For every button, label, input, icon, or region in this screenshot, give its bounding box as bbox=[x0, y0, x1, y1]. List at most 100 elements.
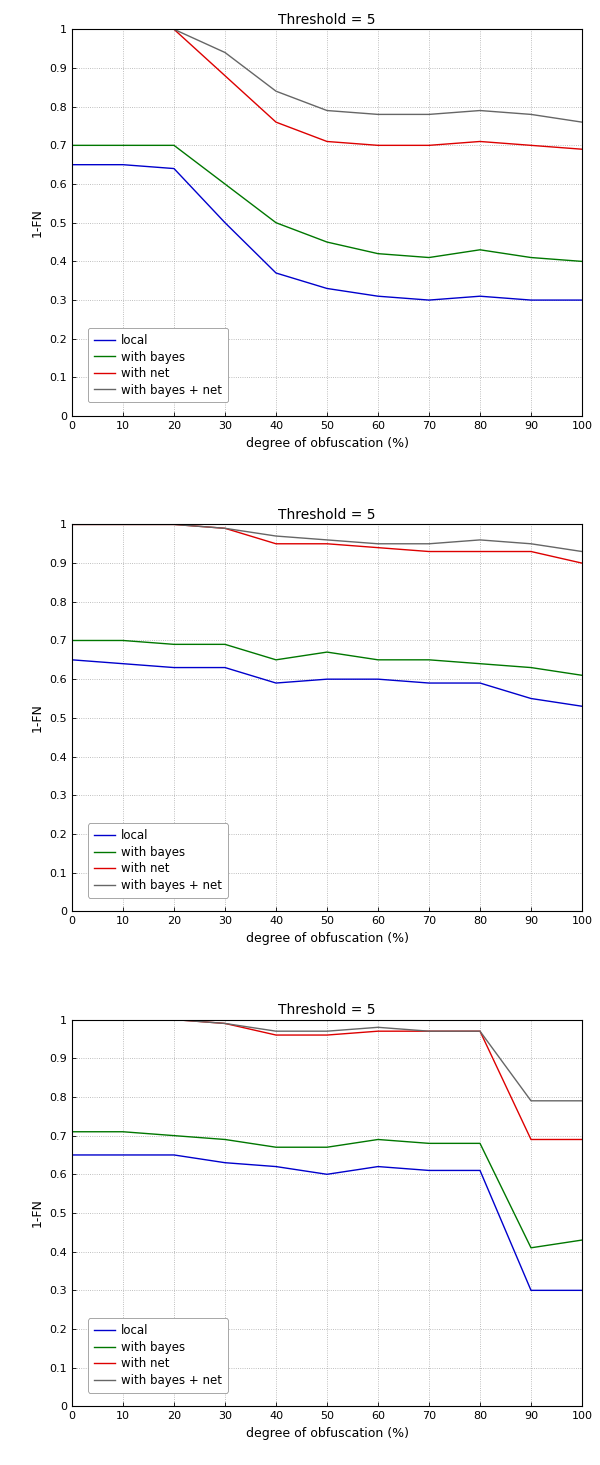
with bayes + net bbox=[476, 1023, 484, 1040]
local bbox=[221, 1154, 229, 1172]
with bayes bbox=[527, 249, 535, 267]
Line: with bayes + net: with bayes + net bbox=[72, 524, 582, 551]
with bayes + net bbox=[527, 1091, 535, 1109]
with net bbox=[272, 113, 280, 130]
with bayes bbox=[323, 1138, 331, 1156]
with bayes bbox=[119, 1124, 127, 1141]
with bayes + net bbox=[119, 516, 127, 533]
with bayes bbox=[170, 1127, 178, 1144]
with net bbox=[527, 136, 535, 154]
with net bbox=[425, 542, 433, 560]
with bayes bbox=[374, 245, 382, 262]
with bayes + net bbox=[527, 105, 535, 123]
Line: local: local bbox=[72, 1154, 582, 1291]
with net bbox=[374, 539, 382, 557]
with bayes + net bbox=[221, 520, 229, 538]
with bayes + net bbox=[476, 101, 484, 119]
local bbox=[221, 659, 229, 677]
with bayes + net bbox=[221, 44, 229, 62]
with bayes bbox=[221, 1131, 229, 1149]
Title: Threshold = 5: Threshold = 5 bbox=[278, 13, 376, 26]
with bayes bbox=[221, 636, 229, 653]
with net bbox=[68, 21, 76, 38]
with bayes bbox=[170, 136, 178, 154]
local bbox=[476, 674, 484, 691]
with bayes bbox=[323, 643, 331, 661]
local bbox=[374, 671, 382, 689]
with net bbox=[323, 1027, 331, 1045]
local bbox=[272, 674, 280, 691]
with bayes bbox=[221, 176, 229, 193]
with bayes + net bbox=[476, 532, 484, 549]
with bayes + net bbox=[119, 1011, 127, 1028]
with bayes bbox=[476, 655, 484, 672]
with bayes + net bbox=[527, 535, 535, 552]
local bbox=[323, 280, 331, 297]
with net bbox=[272, 1027, 280, 1045]
local bbox=[374, 1157, 382, 1175]
with net bbox=[578, 141, 586, 158]
with bayes + net bbox=[170, 21, 178, 38]
Line: with bayes + net: with bayes + net bbox=[72, 29, 582, 122]
local bbox=[476, 287, 484, 305]
local bbox=[119, 655, 127, 672]
local bbox=[425, 1162, 433, 1179]
with bayes + net bbox=[578, 542, 586, 560]
with bayes + net bbox=[68, 21, 76, 38]
local bbox=[272, 1157, 280, 1175]
local bbox=[68, 155, 76, 173]
with bayes + net bbox=[272, 1023, 280, 1040]
with bayes + net bbox=[578, 113, 586, 130]
with bayes + net bbox=[119, 21, 127, 38]
with net bbox=[170, 1011, 178, 1028]
with bayes + net bbox=[323, 1023, 331, 1040]
with net bbox=[221, 67, 229, 85]
Line: with net: with net bbox=[72, 1020, 582, 1140]
local bbox=[425, 292, 433, 309]
with bayes + net bbox=[425, 1023, 433, 1040]
with bayes + net bbox=[68, 1011, 76, 1028]
Y-axis label: 1-FN: 1-FN bbox=[31, 703, 44, 732]
X-axis label: degree of obfuscation (%): degree of obfuscation (%) bbox=[245, 932, 409, 945]
with net bbox=[119, 21, 127, 38]
local bbox=[323, 671, 331, 689]
with bayes + net bbox=[221, 1015, 229, 1033]
with bayes bbox=[374, 650, 382, 668]
with net bbox=[221, 1015, 229, 1033]
with bayes + net bbox=[578, 1091, 586, 1109]
with bayes bbox=[119, 136, 127, 154]
with bayes bbox=[323, 233, 331, 251]
Line: with net: with net bbox=[72, 524, 582, 563]
with net bbox=[476, 1023, 484, 1040]
with net bbox=[119, 516, 127, 533]
with net bbox=[578, 554, 586, 571]
with bayes bbox=[68, 1124, 76, 1141]
local bbox=[425, 674, 433, 691]
with bayes bbox=[476, 242, 484, 259]
Legend: local, with bayes, with net, with bayes + net: local, with bayes, with net, with bayes … bbox=[88, 328, 228, 403]
with bayes bbox=[68, 136, 76, 154]
with bayes bbox=[272, 650, 280, 668]
Line: with bayes + net: with bayes + net bbox=[72, 1020, 582, 1100]
local bbox=[578, 697, 586, 715]
Line: with bayes: with bayes bbox=[72, 1132, 582, 1248]
with bayes bbox=[272, 214, 280, 231]
local bbox=[527, 690, 535, 708]
with bayes + net bbox=[425, 105, 433, 123]
Line: local: local bbox=[72, 659, 582, 706]
local bbox=[527, 1282, 535, 1299]
with bayes bbox=[527, 659, 535, 677]
X-axis label: degree of obfuscation (%): degree of obfuscation (%) bbox=[245, 1427, 409, 1440]
with bayes bbox=[374, 1131, 382, 1149]
local bbox=[170, 1146, 178, 1163]
local bbox=[476, 1162, 484, 1179]
Line: with bayes: with bayes bbox=[72, 145, 582, 261]
with bayes + net bbox=[323, 101, 331, 119]
Y-axis label: 1-FN: 1-FN bbox=[31, 208, 44, 237]
with net bbox=[68, 1011, 76, 1028]
with net bbox=[170, 516, 178, 533]
with net bbox=[476, 542, 484, 560]
with bayes bbox=[425, 650, 433, 668]
local bbox=[170, 659, 178, 677]
local bbox=[527, 292, 535, 309]
